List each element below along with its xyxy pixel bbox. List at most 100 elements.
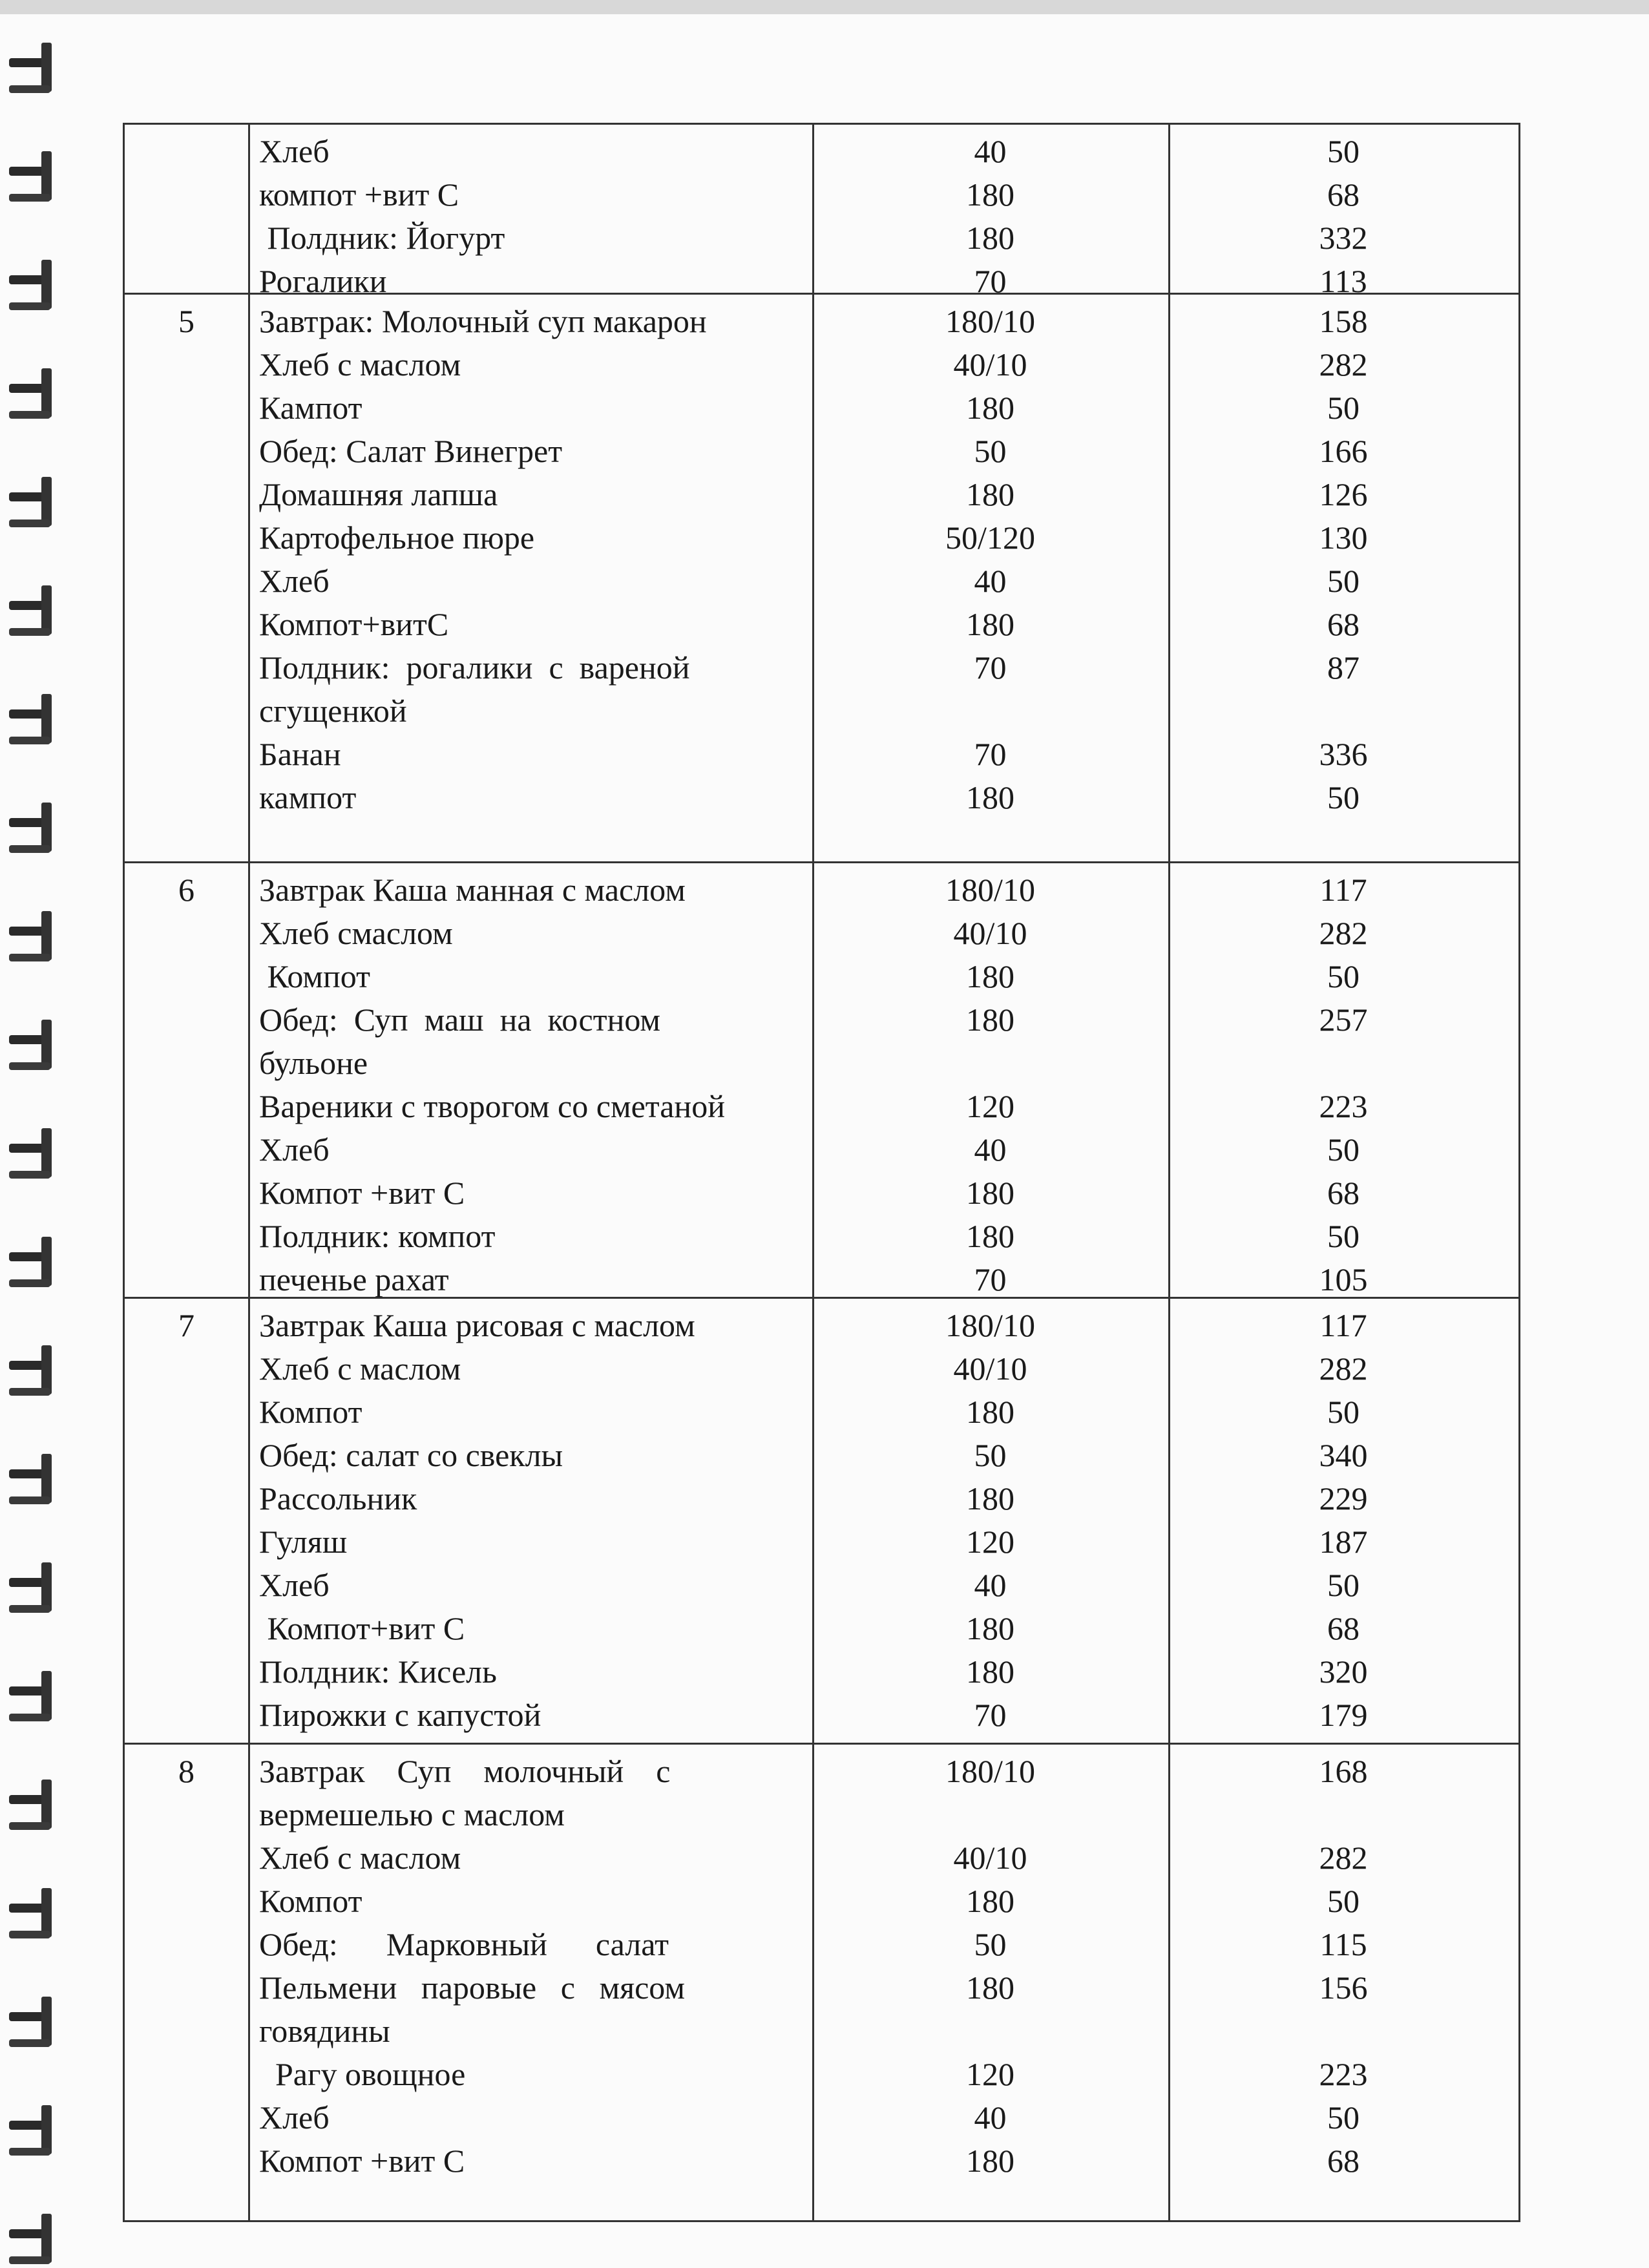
dish-name: Пельмени паровые с мясом	[259, 1969, 685, 2006]
dish-name: Компот+вит С	[259, 1610, 465, 1646]
calories: 187	[1319, 1524, 1368, 1560]
table-row: Хлеб 40 50 компот +вит С 180 68 Полдник: Йогу…	[125, 125, 1518, 299]
dish-name: кампот	[259, 779, 357, 815]
binder-ring	[9, 147, 54, 203]
calories: 158	[1319, 303, 1368, 339]
portion-weight: 40	[974, 133, 1007, 169]
portion-weight: 120	[966, 2056, 1014, 2092]
portion-weight: 180	[966, 390, 1014, 426]
dish-name: Банан	[259, 736, 341, 772]
menu-line: Завтрак Суп молочный с 180/10 168	[125, 1750, 1518, 1793]
portion-weight: 40	[974, 563, 1007, 599]
column-divider	[248, 295, 250, 861]
portion-weight: 180	[966, 958, 1014, 994]
portion-weight: 70	[974, 263, 1007, 299]
column-divider	[248, 125, 250, 293]
dish-name: Пирожки с капустой	[259, 1697, 541, 1733]
portion-weight: 180	[966, 779, 1014, 815]
table-row: 6 Завтрак Каша манная с маслом 180/10 117 Хл…	[125, 863, 1518, 1299]
menu-line: Компот 180 50	[125, 1880, 1518, 1923]
dish-name: сгущенкой	[259, 693, 407, 729]
dish-name: Компот	[259, 1883, 362, 1919]
menu-line: Хлеб 40 50	[125, 2096, 1518, 2139]
portion-weight: 180	[966, 1002, 1014, 1038]
menu-line: бульоне	[125, 1042, 1518, 1085]
menu-line: Рогалики 70 113	[125, 260, 1518, 303]
calories: 68	[1327, 606, 1360, 642]
calories: 50	[1327, 1883, 1360, 1919]
calories: 282	[1319, 915, 1368, 951]
dish-name: Кампот	[259, 390, 362, 426]
menu-line: Хлеб 40 50	[125, 1128, 1518, 1171]
dish-name: Хлеб	[259, 2099, 330, 2136]
dish-name: Рассольник	[259, 1480, 417, 1517]
calories: 130	[1319, 520, 1368, 556]
dish-name: Хлеб с маслом	[259, 1840, 461, 1876]
dish-name: Обед: Марковный салат	[259, 1926, 669, 1962]
calories: 50	[1327, 2099, 1360, 2136]
portion-weight: 40	[974, 1131, 1007, 1168]
dish-name: Гуляш	[259, 1524, 348, 1560]
portion-weight: 40	[974, 2099, 1007, 2136]
portion-weight: 180	[966, 1610, 1014, 1646]
dish-name: Завтрак: Молочный суп макарон	[259, 303, 707, 339]
dish-name: вермешелью с маслом	[259, 1796, 565, 1832]
portion-weight: 180	[966, 1654, 1014, 1690]
menu-line: Обед: Марковный салат 50 115	[125, 1923, 1518, 1966]
calories: 223	[1319, 1088, 1368, 1124]
day-number: 8	[178, 1753, 194, 1789]
menu-line: Банан 70 336	[125, 733, 1518, 776]
calories: 50	[1327, 133, 1360, 169]
portion-weight: 180	[966, 220, 1014, 256]
day-number: 6	[178, 872, 194, 908]
column-divider	[1168, 1299, 1170, 1743]
binder-ring	[9, 1233, 54, 1288]
dish-name: говядины	[259, 2013, 390, 2049]
portion-weight: 70	[974, 649, 1007, 686]
portion-weight: 40/10	[953, 1840, 1027, 1876]
menu-line: Хлеб 40 50	[125, 560, 1518, 603]
binder-ring	[9, 690, 54, 746]
dish-name: Полдник: Кисель	[259, 1654, 497, 1690]
column-divider	[1168, 125, 1170, 293]
menu-line: Компот 180 50	[125, 955, 1518, 998]
menu-line: Завтрак Каша манная с маслом 180/10 117	[125, 868, 1518, 912]
portion-weight: 50	[974, 433, 1007, 469]
dish-name: Компот +вит С	[259, 2143, 465, 2179]
binder-ring	[9, 2101, 54, 2157]
dish-name: Домашняя лапша	[259, 476, 498, 512]
calories: 68	[1327, 1610, 1360, 1646]
column-divider	[248, 1745, 250, 2220]
binder-ring	[9, 1124, 54, 1180]
portion-weight: 180	[966, 1175, 1014, 1211]
menu-line: Полдник: компот 180 50	[125, 1215, 1518, 1258]
dish-name: Рогалики	[259, 263, 387, 299]
dish-name: Обед: салат со свеклы	[259, 1437, 563, 1473]
calories: 50	[1327, 563, 1360, 599]
portion-weight: 180	[966, 476, 1014, 512]
menu-line: Пельмени паровые с мясом 180 156	[125, 1966, 1518, 2010]
portion-weight: 180	[966, 176, 1014, 213]
calories: 68	[1327, 1175, 1360, 1211]
calories: 50	[1327, 958, 1360, 994]
binder-ring	[9, 1559, 54, 1614]
menu-line: Обед: салат со свеклы 50 340	[125, 1434, 1518, 1477]
dish-name: печенье рахат	[259, 1261, 449, 1297]
portion-weight: 180	[966, 1883, 1014, 1919]
menu-line: Хлеб смаслом 40/10 282	[125, 912, 1518, 955]
portion-weight: 70	[974, 1697, 1007, 1733]
menu-line: Обед: Салат Винегрет 50 166	[125, 430, 1518, 473]
binder-ring	[9, 1450, 54, 1506]
portion-weight: 180	[966, 606, 1014, 642]
dish-name: Компот +вит С	[259, 1175, 465, 1211]
menu-line: Компот +вит С 180 68	[125, 1171, 1518, 1215]
column-divider	[812, 125, 814, 293]
dish-name: Хлеб	[259, 563, 330, 599]
day-number: 7	[178, 1307, 194, 1343]
menu-line: Компот+витС 180 68	[125, 603, 1518, 646]
menu-line: Полдник: Йогурт 180 332	[125, 216, 1518, 260]
portion-weight: 180	[966, 1969, 1014, 2006]
menu-line: сгущенкой	[125, 689, 1518, 733]
menu-line: Обед: Суп маш на костном 180 257	[125, 998, 1518, 1042]
binder-ring	[9, 2210, 54, 2265]
